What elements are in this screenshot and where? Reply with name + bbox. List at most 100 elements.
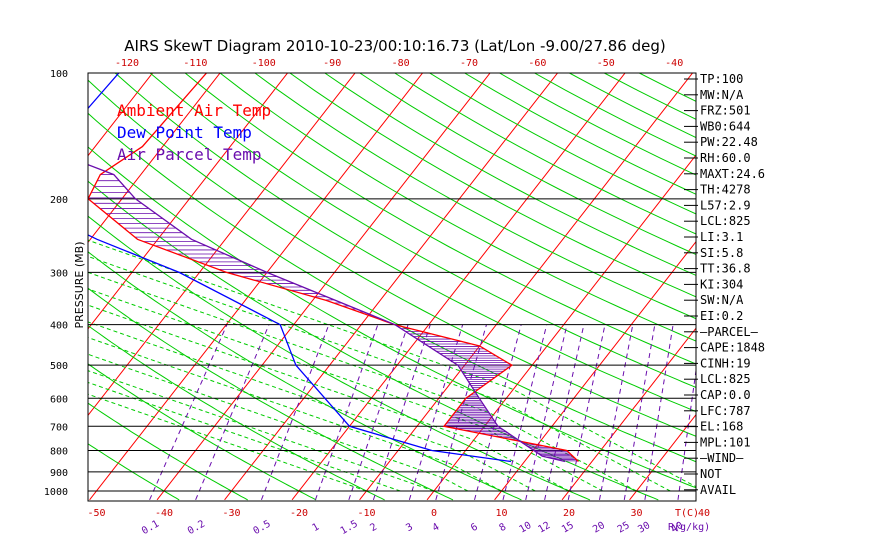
index-value: SI:5.8 — [700, 246, 743, 260]
dry-adiabat-line — [219, 73, 696, 342]
temp-tick-label-top: -110 — [183, 58, 207, 69]
index-value: TT:36.8 — [700, 262, 751, 276]
index-value: CAPE:1848 — [700, 341, 765, 355]
mixing-ratio-label: 40 — [669, 520, 685, 536]
index-value: CINH:19 — [700, 356, 751, 370]
index-value: SW:N/A — [700, 293, 744, 307]
mixing-ratio-label: 2 — [368, 522, 379, 535]
temp-tick-label-top: -90 — [323, 58, 341, 69]
index-value: MPL:101 — [700, 435, 751, 449]
temp-tick-label-top: -80 — [392, 58, 410, 69]
mixing-ratio-line — [372, 324, 431, 501]
mixing-ratio-line — [474, 324, 522, 500]
moist-adiabat-line — [88, 353, 469, 492]
moist-adiabat-line — [88, 255, 671, 492]
isotherm-line — [765, 64, 870, 500]
pressure-tick-label: 600 — [50, 394, 68, 405]
mixing-ratio-line — [260, 324, 330, 501]
index-value: NOT — [700, 467, 722, 481]
index-value: WB0:644 — [700, 119, 751, 133]
chart-title: AIRS SkewT Diagram 2010-10-23/00:10:16.7… — [124, 37, 665, 55]
dry-adiabat-line — [359, 73, 696, 256]
index-value: MAXT:24.6 — [700, 167, 765, 181]
plot-frame — [87, 72, 697, 502]
mixing-ratio-label: 6 — [469, 522, 480, 535]
temp-tick-label-bottom: -30 — [222, 508, 240, 519]
mixing-ratio-line — [623, 324, 656, 500]
mixing-ratio-line — [644, 324, 674, 500]
moist-adiabat-line — [88, 288, 604, 492]
isotherm-line — [88, 73, 221, 244]
index-value: EL:168 — [700, 420, 743, 434]
series-line — [88, 73, 512, 463]
index-value: FRZ:501 — [700, 104, 751, 118]
pressure-tick-label: 500 — [50, 361, 68, 372]
pressure-tick-label: 1000 — [44, 487, 68, 498]
mixing-ratio-line — [525, 324, 568, 500]
temp-tick-label-bottom: -40 — [155, 508, 173, 519]
dry-adiabat-line — [88, 324, 385, 501]
index-value: TH:4278 — [700, 183, 751, 197]
temp-tick-label-bottom: 20 — [563, 508, 575, 519]
mixing-ratio-label: 10 — [518, 520, 534, 536]
isotherm-line — [359, 73, 694, 501]
mixing-ratio-line — [195, 324, 270, 501]
dry-adiabat-line — [88, 363, 317, 501]
mixing-ratio-line — [544, 324, 585, 500]
mixing-ratio-line — [598, 324, 634, 500]
temp-tick-label-top: -50 — [597, 58, 615, 69]
mixing-ratio-line — [677, 367, 696, 500]
mixing-ratio-label: 0.2 — [186, 519, 207, 538]
pressure-tick-label: 300 — [50, 268, 68, 279]
pressure-tick-label: 400 — [50, 321, 68, 332]
dry-adiabat-line — [88, 287, 454, 501]
mixing-ratio-label: 8 — [498, 522, 509, 535]
pressure-tick-label: 700 — [50, 422, 68, 433]
mixing-ratio-label: 30 — [636, 520, 652, 536]
dry-adiabat-line — [88, 402, 248, 501]
mixing-ratio-label: 1 — [311, 522, 322, 535]
index-value: CAP:0.0 — [700, 388, 751, 402]
index-value: —PARCEL— — [700, 325, 759, 339]
mixing-ratio-line — [502, 324, 548, 500]
index-value: PW:22.48 — [700, 135, 758, 149]
legend-entry: Ambient Air Temp — [117, 101, 271, 120]
temp-tick-label-top: -120 — [115, 58, 139, 69]
dry-adiabat-line — [184, 73, 696, 365]
mixing-ratio-label: 4 — [431, 522, 442, 535]
dry-adiabat-line — [88, 146, 696, 489]
pressure-tick-label: 800 — [50, 446, 68, 457]
index-value: LFC:787 — [700, 404, 751, 418]
isotherm-line — [561, 327, 696, 501]
mixing-ratio-label: 12 — [536, 520, 552, 536]
dry-adiabat-line — [88, 251, 522, 501]
x-axis-label: T(C) — [675, 508, 699, 519]
temp-tick-label-bottom: 30 — [630, 508, 642, 519]
index-value: L57:2.9 — [700, 198, 751, 212]
dry-adiabat-line — [114, 73, 696, 413]
mixing-ratio-line — [314, 324, 379, 501]
mixing-ratio-label: 0.5 — [252, 519, 273, 538]
pressure-tick-label: 100 — [50, 69, 68, 80]
index-value: MW:N/A — [700, 88, 744, 102]
index-value: —WIND— — [700, 451, 744, 465]
temp-tick-label-bottom: -50 — [87, 508, 105, 519]
series-line — [88, 163, 566, 463]
index-value: TP:100 — [700, 72, 743, 86]
isotherm-line — [224, 73, 559, 501]
legend-entry: Dew Point Temp — [117, 123, 252, 142]
dry-adiabat-line — [254, 73, 696, 320]
mixing-ratio-label: 0.1 — [140, 519, 161, 538]
mixing-ratio-label: 3 — [404, 522, 415, 535]
index-value: RH:60.0 — [700, 151, 751, 165]
mixing-ratio-label: 1.5 — [339, 519, 360, 538]
isotherm-line — [88, 73, 289, 330]
isotherm-line — [88, 73, 154, 157]
dry-adiabat-line — [324, 73, 696, 276]
isotherm-line — [156, 73, 491, 501]
mixing-ratio-line — [348, 324, 409, 501]
dry-adiabat-line — [88, 443, 180, 501]
index-value: KI:304 — [700, 277, 743, 291]
